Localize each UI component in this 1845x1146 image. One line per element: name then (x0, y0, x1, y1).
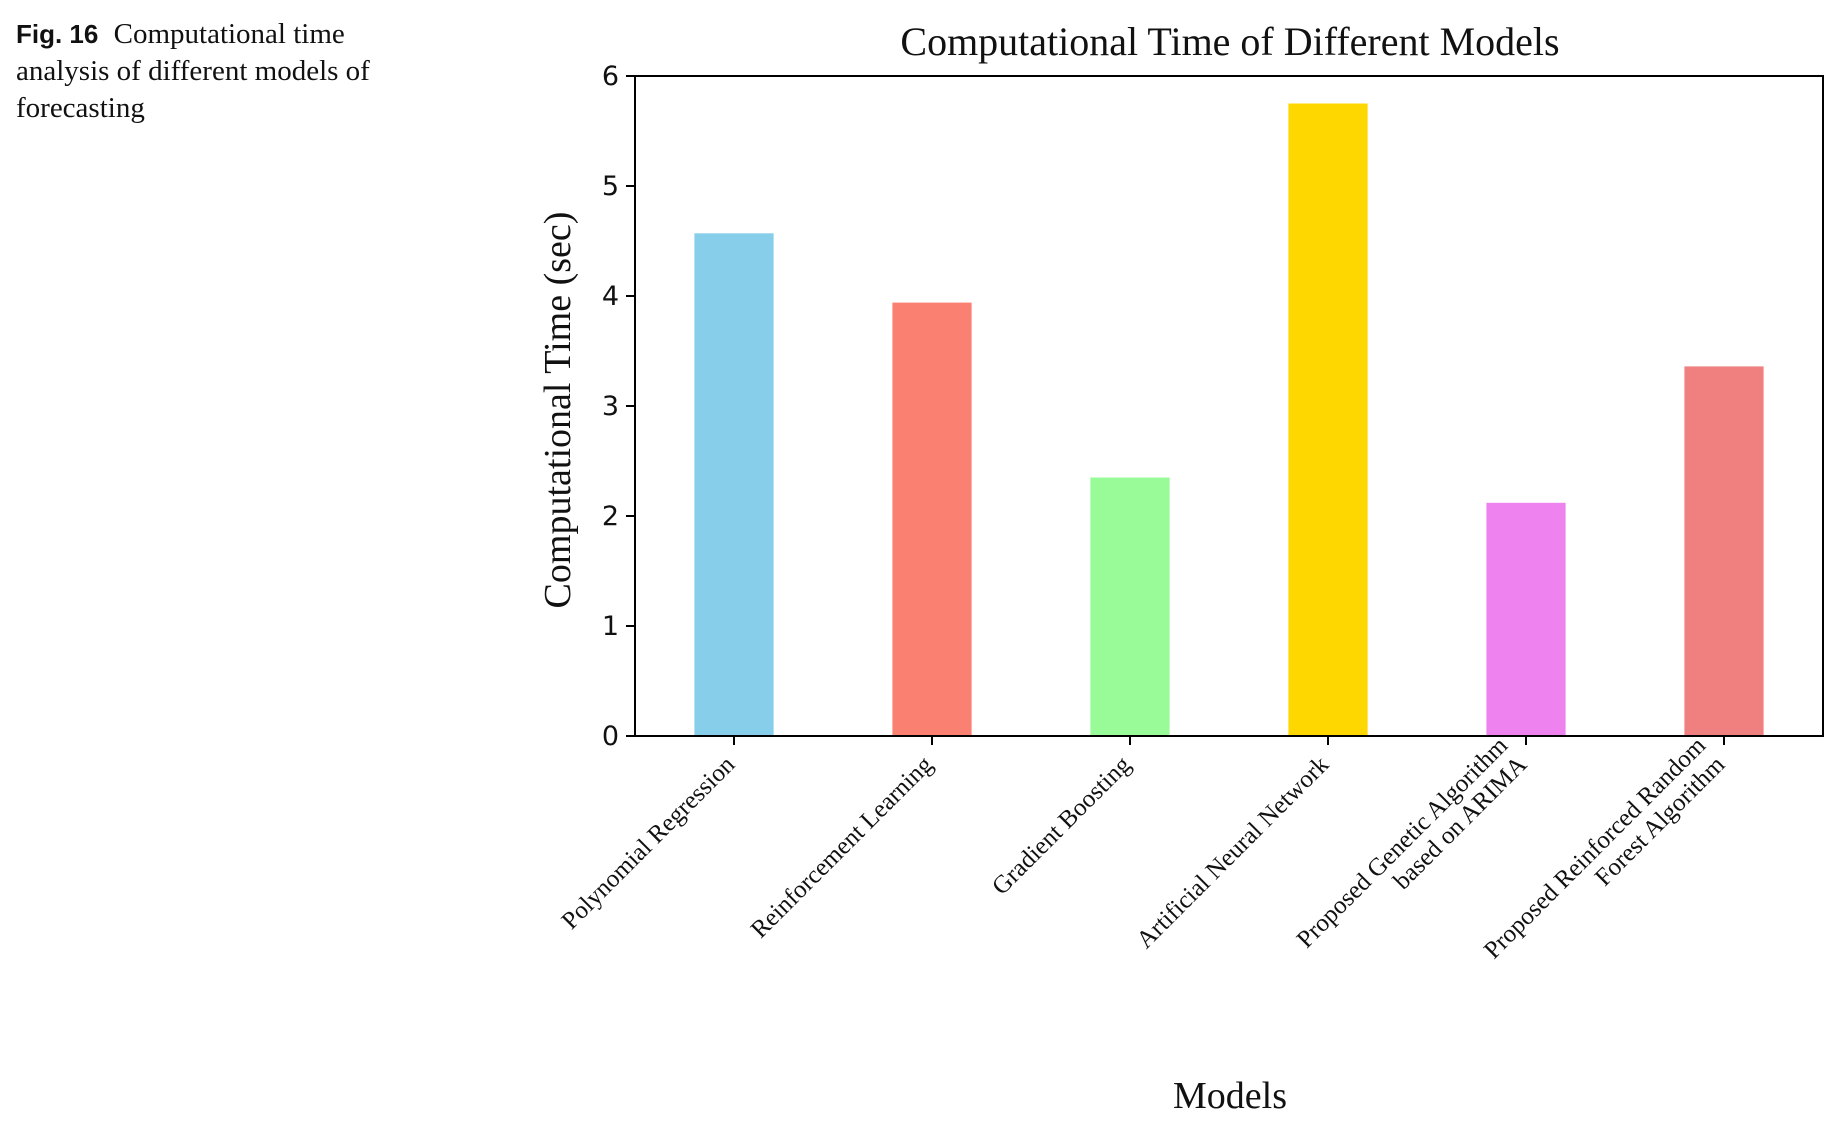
y-axis-label: Computational Time (sec) (537, 212, 579, 609)
bar (1684, 366, 1764, 736)
y-tick-label: 0 (602, 721, 619, 752)
plot-frame (634, 75, 1824, 737)
x-tick-label-line: Reinforcement Learning (746, 751, 939, 944)
bar (694, 233, 774, 737)
bar (892, 302, 972, 736)
chart-title: Computational Time of Different Models (900, 19, 1559, 64)
x-tick-label: Reinforcement Learning (746, 751, 939, 944)
x-tick-label-line: Polynomial Regression (557, 751, 741, 935)
x-tick-label-line: Gradient Boosting (987, 751, 1137, 901)
x-tick-label: Polynomial Regression (557, 751, 741, 935)
figure-caption: Fig. 16 Computational time analysis of d… (16, 16, 426, 127)
y-tick-label: 2 (602, 501, 619, 532)
x-axis-label: Models (1173, 1075, 1287, 1117)
y-tick-label: 6 (602, 61, 619, 92)
x-tick-label: Gradient Boosting (987, 751, 1137, 901)
bar (1288, 103, 1368, 736)
bar (1486, 502, 1566, 736)
y-tick-label: 3 (602, 391, 619, 422)
y-tick-label: 5 (602, 171, 619, 202)
y-tick-label: 1 (602, 611, 619, 642)
plot-area: 0 1 2 3 4 5 6 Polynomial Regression Reinforcemen… (557, 61, 1824, 964)
bar (1090, 477, 1170, 736)
y-tick-label: 4 (602, 281, 619, 312)
figure-caption-text: Computational time analysis of different… (16, 18, 370, 124)
figure-number: Fig. 16 (16, 19, 99, 49)
